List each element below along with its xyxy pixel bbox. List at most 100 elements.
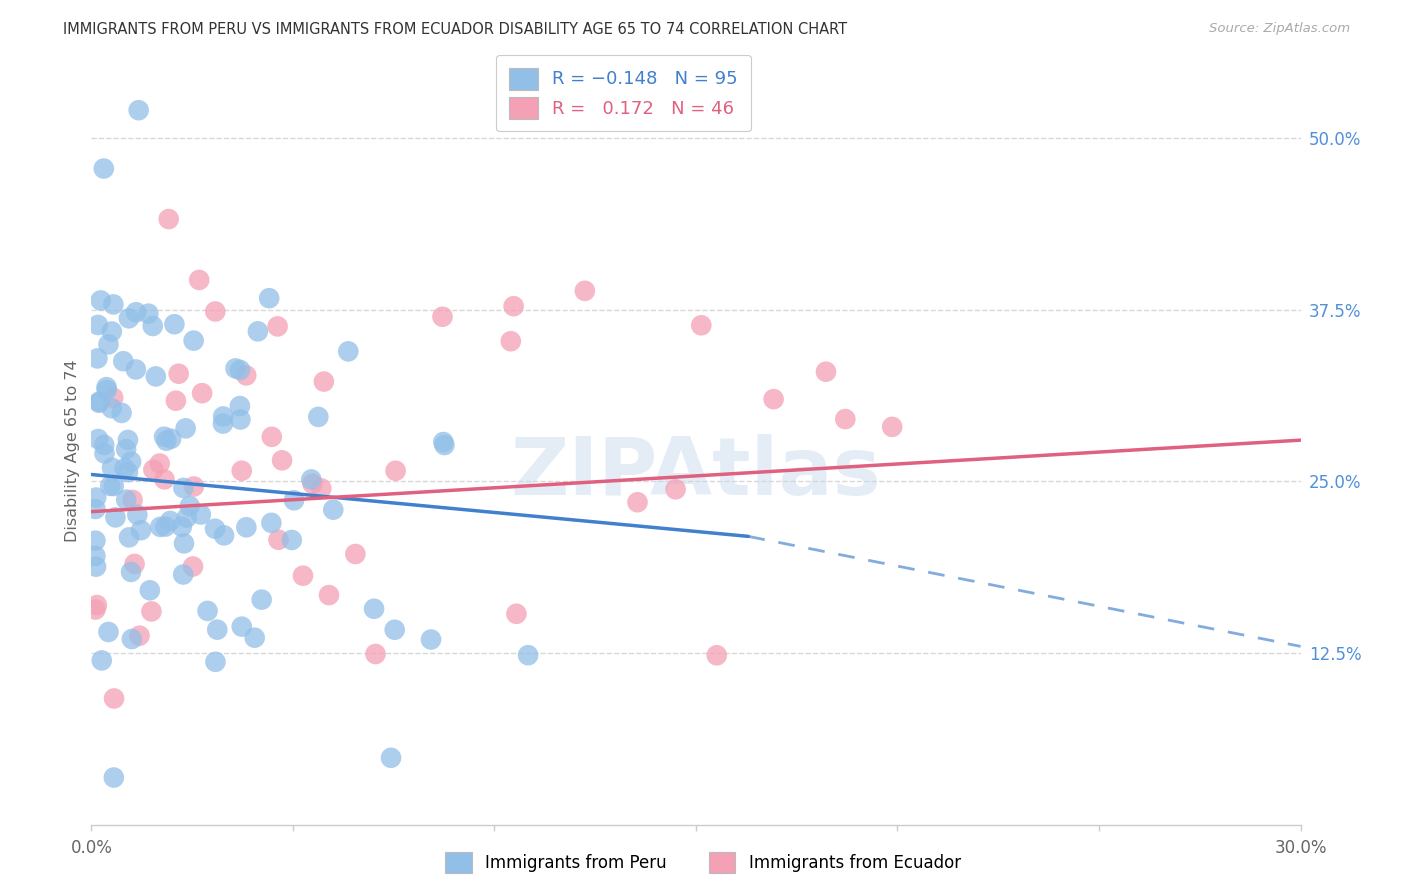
- Point: [90, 653, 112, 667]
- Point: [307, 409, 329, 424]
- Point: [281, 533, 304, 547]
- Point: [309, 482, 332, 496]
- Point: [117, 433, 139, 447]
- Point: [834, 412, 856, 426]
- Point: [97, 624, 120, 639]
- Point: [115, 442, 138, 456]
- Point: [174, 421, 197, 435]
- Point: [229, 412, 252, 426]
- Point: [188, 273, 211, 287]
- Point: [149, 457, 172, 471]
- Point: [128, 629, 150, 643]
- Point: [299, 472, 322, 486]
- Point: [153, 472, 176, 486]
- Point: [170, 520, 193, 534]
- Point: [197, 604, 219, 618]
- Point: [344, 547, 367, 561]
- Legend: Immigrants from Peru, Immigrants from Ecuador: Immigrants from Peru, Immigrants from Ec…: [439, 846, 967, 880]
- Point: [384, 623, 406, 637]
- Point: [125, 362, 148, 376]
- Point: [235, 368, 257, 383]
- Point: [257, 291, 280, 305]
- Point: [882, 420, 904, 434]
- Point: [291, 568, 314, 582]
- Point: [301, 476, 323, 491]
- Point: [96, 380, 118, 394]
- Point: [120, 454, 142, 468]
- Point: [183, 479, 205, 493]
- Point: [90, 293, 112, 308]
- Point: [204, 655, 226, 669]
- Point: [246, 324, 269, 338]
- Point: [165, 393, 187, 408]
- Point: [179, 499, 201, 513]
- Point: [690, 318, 713, 333]
- Point: [103, 691, 125, 706]
- Point: [231, 464, 253, 478]
- Point: [181, 559, 204, 574]
- Point: [271, 453, 294, 467]
- Point: [363, 601, 385, 615]
- Point: [103, 479, 125, 493]
- Point: [101, 460, 124, 475]
- Point: [191, 386, 214, 401]
- Point: [762, 392, 785, 406]
- Point: [84, 549, 107, 563]
- Point: [260, 430, 283, 444]
- Point: [207, 623, 229, 637]
- Point: [110, 406, 132, 420]
- Point: [283, 493, 305, 508]
- Point: [121, 492, 143, 507]
- Legend: R = −0.148   N = 95, R =   0.172   N = 46: R = −0.148 N = 95, R = 0.172 N = 46: [496, 55, 751, 131]
- Point: [172, 481, 194, 495]
- Point: [142, 318, 165, 333]
- Point: [84, 502, 107, 516]
- Point: [125, 305, 148, 319]
- Point: [120, 565, 142, 579]
- Point: [499, 334, 522, 349]
- Point: [250, 592, 273, 607]
- Point: [117, 465, 139, 479]
- Point: [103, 297, 125, 311]
- Point: [160, 432, 183, 446]
- Point: [172, 567, 194, 582]
- Point: [433, 438, 456, 452]
- Y-axis label: Disability Age 65 to 74: Disability Age 65 to 74: [65, 359, 80, 541]
- Point: [145, 369, 167, 384]
- Text: Source: ZipAtlas.com: Source: ZipAtlas.com: [1209, 22, 1350, 36]
- Point: [432, 435, 454, 450]
- Point: [84, 533, 107, 548]
- Point: [103, 391, 125, 405]
- Point: [167, 367, 190, 381]
- Point: [159, 514, 181, 528]
- Point: [190, 508, 212, 522]
- Point: [153, 430, 176, 444]
- Point: [574, 284, 596, 298]
- Point: [103, 771, 125, 785]
- Point: [266, 319, 288, 334]
- Point: [138, 307, 160, 321]
- Point: [260, 516, 283, 530]
- Point: [420, 632, 443, 647]
- Point: [129, 523, 152, 537]
- Point: [86, 351, 108, 366]
- Point: [665, 483, 688, 497]
- Point: [432, 310, 454, 324]
- Point: [118, 311, 141, 326]
- Point: [380, 751, 402, 765]
- Point: [231, 619, 253, 633]
- Point: [89, 394, 111, 409]
- Point: [121, 632, 143, 646]
- Point: [93, 161, 115, 176]
- Text: IMMIGRANTS FROM PERU VS IMMIGRANTS FROM ECUADOR DISABILITY AGE 65 TO 74 CORRELAT: IMMIGRANTS FROM PERU VS IMMIGRANTS FROM …: [63, 22, 848, 37]
- Point: [93, 438, 115, 452]
- Point: [84, 602, 107, 616]
- Text: ZIPAtlas: ZIPAtlas: [510, 434, 882, 512]
- Point: [163, 317, 186, 331]
- Point: [87, 318, 110, 332]
- Point: [84, 491, 107, 505]
- Point: [118, 530, 141, 544]
- Point: [84, 559, 107, 574]
- Point: [93, 446, 115, 460]
- Point: [235, 520, 257, 534]
